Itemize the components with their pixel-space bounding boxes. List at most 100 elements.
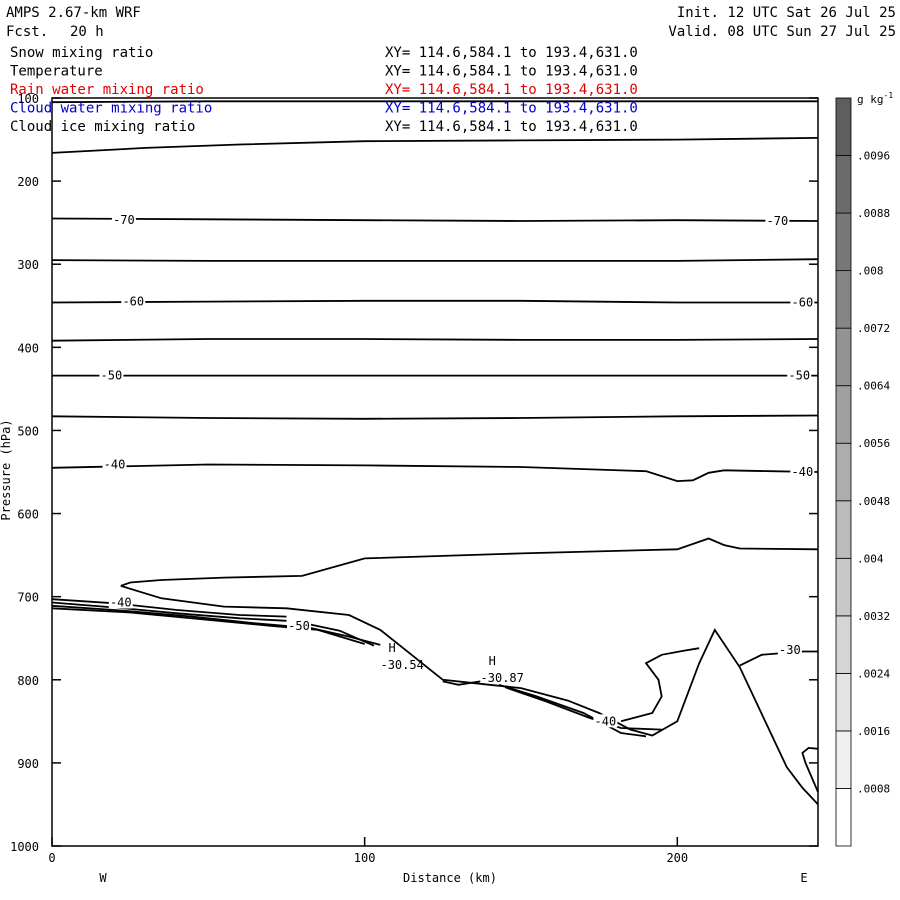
y-tick-label: 800 (17, 674, 39, 688)
contour-label-bg (790, 295, 815, 309)
contour-line-3 (51, 217, 819, 222)
contour-label-bg (121, 294, 146, 308)
high-value: -30.87 (481, 671, 524, 685)
field-xy: XY= 114.6,584.1 to 193.4,631.0 (385, 119, 638, 135)
colorbar-level: .008 (857, 265, 884, 278)
contour-line-6 (51, 338, 819, 342)
contour-line-5 (51, 299, 818, 304)
colorbar-swatch (835, 212, 852, 272)
colorbar-level: .0016 (857, 725, 890, 738)
contour-line-1 (51, 100, 818, 104)
contour-line-10 (120, 537, 819, 587)
y-tick-label: 1000 (10, 840, 39, 854)
model-title: AMPS 2.67-km WRF (6, 5, 141, 21)
contour-label-bg (111, 213, 136, 227)
x-tick-label: 100 (354, 851, 376, 865)
contour-label: -50 (788, 369, 810, 383)
header: AMPS 2.67-km WRF Init. 12 UTC Sat 26 Jul… (6, 5, 896, 40)
high-symbol: H (389, 641, 396, 655)
x-tick-label: 0 (48, 851, 55, 865)
colorbar-swatch (835, 615, 852, 674)
contour-label-bg (99, 368, 124, 382)
contour-label: -30 (779, 643, 801, 657)
y-tick-label: 900 (17, 757, 39, 771)
y-tick-label: 500 (17, 424, 39, 438)
x-axis-label: Distance (km) (403, 871, 497, 885)
fcst-value: 20 h (70, 24, 104, 40)
contour-labels: -70 -70 -60 -60 -50 -50 -40 -40 -40 -50 -40 -30 (99, 213, 815, 728)
field-xy: XY= 114.6,584.1 to 193.4,631.0 (385, 101, 638, 117)
colorbar: .0008 .0016 .0024 .0032 .004 .0048 .0056 .0064.… (835, 97, 890, 847)
colorbar-level: .0056 (857, 437, 890, 450)
colorbar-level: .0032 (857, 610, 890, 623)
colorbar-level: .0064 (857, 380, 890, 393)
colorbar-level: .0008 (857, 782, 890, 795)
contour-label-bg (790, 465, 815, 478)
high-value: -30.54 (380, 658, 423, 672)
init-time: Init. 12 UTC Sat 26 Jul 25 (677, 5, 896, 21)
field-legend: Snow mixing ratio XY= 114.6,584.1 to 193.… (10, 45, 638, 135)
y-tick-label: 300 (17, 258, 39, 272)
contour-line-11 (120, 585, 819, 806)
field-name: Snow mixing ratio (10, 45, 153, 61)
colorbar-swatch (835, 327, 852, 387)
contour-line-20 (620, 647, 700, 723)
colorbar-swatch (835, 442, 852, 502)
contour-line-18 (498, 683, 647, 738)
temperature-contours (51, 100, 819, 806)
colorbar-swatch (835, 155, 852, 214)
colorbar-swatch (835, 730, 852, 789)
contour-label: -40 (792, 465, 814, 479)
y-tick-label: 100 (17, 92, 39, 106)
field-xy: XY= 114.6,584.1 to 193.4,631.0 (385, 45, 638, 61)
high-symbol: H (489, 654, 496, 668)
colorbar-level: .0048 (857, 495, 890, 508)
y-tick-label: 400 (17, 341, 39, 355)
contour-label: -40 (595, 714, 617, 728)
contour-label-bg (777, 642, 802, 656)
contour-label: -70 (113, 213, 135, 227)
contour-label: -40 (104, 458, 126, 472)
colorbar-unit: g kg-1 (857, 91, 893, 106)
contour-line-8 (51, 414, 819, 420)
field-xy: XY= 114.6,584.1 to 193.4,631.0 (385, 64, 638, 80)
contour-label: -60 (792, 295, 814, 309)
colorbar-swatch (835, 97, 852, 156)
contour-label-bg (593, 714, 618, 728)
contour-label: -70 (767, 214, 789, 228)
contour-line-12 (51, 598, 287, 618)
contour-label-bg (102, 457, 127, 471)
colorbar-swatch (835, 385, 852, 444)
colorbar-swatch (835, 672, 852, 732)
y-tick-label: 700 (17, 591, 39, 605)
contour-line-13 (51, 601, 287, 622)
colorbar-level: .0024 (857, 667, 890, 680)
contour-label-bg (286, 618, 311, 632)
contour-line-15 (51, 607, 365, 645)
field-name: Cloud water mixing ratio (10, 101, 212, 117)
contour-line-17 (442, 680, 481, 686)
contour-line-16 (308, 623, 375, 647)
colorbar-swatch (835, 500, 852, 559)
contour-label-bg (787, 368, 812, 382)
y-tick-label: 600 (17, 508, 39, 522)
field-name: Rain water mixing ratio (10, 82, 204, 98)
contour-label-bg (765, 214, 790, 228)
contour-line-2 (51, 137, 819, 154)
y-tick-label: 200 (17, 175, 39, 189)
fcst-label: Fcst. (6, 24, 48, 40)
contour-line-9 (51, 463, 819, 483)
high-markers: H -30.54 H -30.87 (380, 641, 523, 685)
x-axis: 0 100 200 (48, 837, 688, 865)
contour-label: -50 (101, 369, 123, 383)
field-xy: XY= 114.6,584.1 to 193.4,631.0 (385, 82, 638, 98)
colorbar-level: .004 (857, 552, 884, 565)
x-end-label-east: E (800, 871, 807, 885)
contour-line-19 (505, 686, 662, 731)
contour-label: -60 (122, 295, 144, 309)
colorbar-swatch (835, 270, 852, 329)
x-end-label-west: W (99, 871, 107, 885)
y-axis: 100 200 300 400 500 600 700 800 900 1000 (10, 92, 818, 854)
contour-label: -40 (110, 595, 132, 609)
